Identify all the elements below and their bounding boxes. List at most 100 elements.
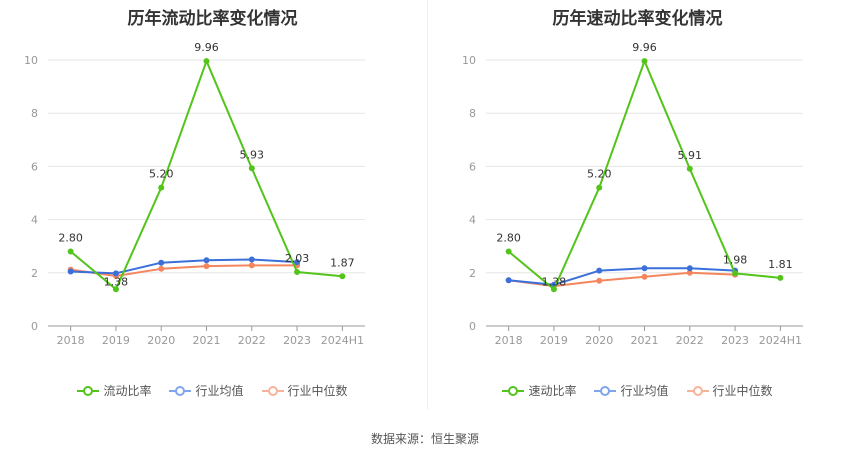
data-point-current: [158, 184, 165, 191]
panel-divider: [427, 0, 428, 410]
legend-marker-icon: [686, 385, 709, 396]
data-label: 1.81: [768, 258, 793, 271]
data-point-current: [294, 269, 301, 276]
x-tick-label: 2022: [238, 334, 266, 347]
x-tick-label: 2023: [283, 334, 311, 347]
data-point-avg: [641, 265, 648, 272]
data-point-current: [550, 286, 557, 293]
legend-label: 行业中位数: [712, 384, 773, 398]
legend-item-industry-average[interactable]: 行业均值: [594, 382, 669, 399]
data-point-avg: [596, 267, 603, 274]
data-point-current: [248, 165, 255, 172]
data-label: 9.96: [632, 41, 657, 54]
chart-legend: 速动比率 行业均值 行业中位数: [425, 382, 850, 399]
data-label: 2.80: [496, 232, 521, 245]
y-tick-label: 8: [469, 107, 476, 120]
y-tick-label: 2: [31, 267, 38, 280]
data-label: 5.20: [587, 168, 612, 181]
x-tick-label: 2019: [102, 334, 130, 347]
data-point-current: [641, 58, 648, 65]
legend-label: 行业均值: [620, 384, 669, 398]
y-tick-label: 6: [469, 160, 476, 173]
data-point-current: [339, 273, 346, 280]
chart-panel-current-ratio: 历年流动比率变化情况 0 2 4 6 8 10 2018 2019 2020 2021 2022 20…: [0, 0, 425, 420]
data-point-median: [158, 265, 165, 272]
data-point-current: [596, 184, 603, 191]
chart-panel-quick-ratio: 历年速动比率变化情况 0 2 4 6 8 10 2018 2019 2020 2021 2022 20…: [425, 0, 850, 420]
x-tick-label: 2021: [631, 334, 659, 347]
x-tick-label: 2018: [495, 334, 523, 347]
y-tick-label: 0: [31, 320, 38, 333]
data-point-avg: [112, 270, 119, 277]
y-tick-label: 2: [469, 267, 476, 280]
line-chart-svg: 0 2 4 6 8 10 2018 2019 2020 2021 2022 2023 2024H1 2.8…: [24, 41, 365, 347]
legend-item-industry-median[interactable]: 行业中位数: [261, 382, 348, 399]
data-point-avg: [294, 259, 301, 266]
series-line-median: [508, 271, 736, 288]
legend-marker-icon: [594, 385, 617, 396]
data-label: 1.38: [104, 275, 129, 288]
x-tick-label: 2018: [57, 334, 85, 347]
data-point-current: [203, 58, 210, 65]
data-point-current: [112, 286, 119, 293]
data-point-median: [596, 277, 603, 284]
x-tick-label: 2023: [721, 334, 749, 347]
y-tick-label: 6: [31, 160, 38, 173]
legend-marker-icon: [502, 385, 525, 396]
y-tick-label: 4: [31, 214, 38, 227]
y-tick-label: 8: [31, 107, 38, 120]
chart-legend: 流动比率 行业均值 行业中位数: [0, 382, 425, 399]
y-tick-label: 10: [24, 54, 38, 67]
legend-label: 行业中位数: [287, 384, 348, 398]
data-point-avg: [505, 277, 512, 284]
series-line-avg: [70, 258, 298, 275]
data-point-current: [505, 248, 512, 255]
data-point-avg: [158, 259, 165, 266]
data-point-avg: [203, 257, 210, 264]
x-tick-label: 2022: [676, 334, 704, 347]
x-tick-label: 2020: [147, 334, 175, 347]
y-tick-label: 0: [469, 320, 476, 333]
data-point-median: [248, 262, 255, 269]
data-label: 2.80: [58, 232, 83, 245]
legend-item-quick-ratio[interactable]: 速动比率: [502, 382, 576, 399]
data-label: 5.93: [240, 148, 265, 161]
legend-item-industry-average[interactable]: 行业均值: [169, 382, 244, 399]
chart-title: 历年流动比率变化情况: [127, 9, 298, 29]
data-label: 1.38: [542, 275, 567, 288]
y-tick-label: 10: [462, 54, 476, 67]
x-tick-label: 2020: [585, 334, 613, 347]
data-label: 1.98: [723, 253, 748, 266]
data-point-current: [777, 274, 784, 281]
legend-marker-icon: [77, 385, 100, 396]
data-point-avg: [67, 268, 74, 275]
data-point-avg: [686, 265, 693, 272]
data-label: 5.20: [149, 168, 174, 181]
data-source-note: 数据来源：恒生聚源: [370, 432, 479, 446]
legend-item-industry-median[interactable]: 行业中位数: [686, 382, 773, 399]
data-point-current: [67, 248, 74, 255]
data-point-avg: [248, 256, 255, 263]
legend-marker-icon: [169, 385, 192, 396]
legend-label: 流动比率: [103, 384, 152, 398]
legend-label: 速动比率: [528, 384, 577, 398]
data-label: 1.87: [330, 256, 355, 269]
legend-label: 行业均值: [195, 384, 244, 398]
data-label: 5.91: [678, 149, 703, 162]
x-tick-label: 2024H1: [321, 334, 364, 347]
data-point-median: [641, 273, 648, 280]
legend-marker-icon: [261, 385, 284, 396]
y-tick-label: 4: [469, 214, 476, 227]
chart-title: 历年速动比率变化情况: [552, 9, 723, 29]
data-point-current: [686, 165, 693, 172]
line-chart-svg: 0 2 4 6 8 10 2018 2019 2020 2021 2022 2023 2024H1 2.8…: [462, 41, 803, 347]
data-point-median: [203, 263, 210, 270]
data-label: 9.96: [194, 41, 219, 54]
data-label: 2.03: [285, 252, 310, 265]
data-point-current: [732, 270, 739, 277]
legend-item-current-ratio[interactable]: 流动比率: [77, 382, 151, 399]
x-tick-label: 2021: [193, 334, 221, 347]
series-line-median: [70, 264, 298, 277]
x-tick-label: 2024H1: [759, 334, 802, 347]
x-tick-label: 2019: [540, 334, 568, 347]
